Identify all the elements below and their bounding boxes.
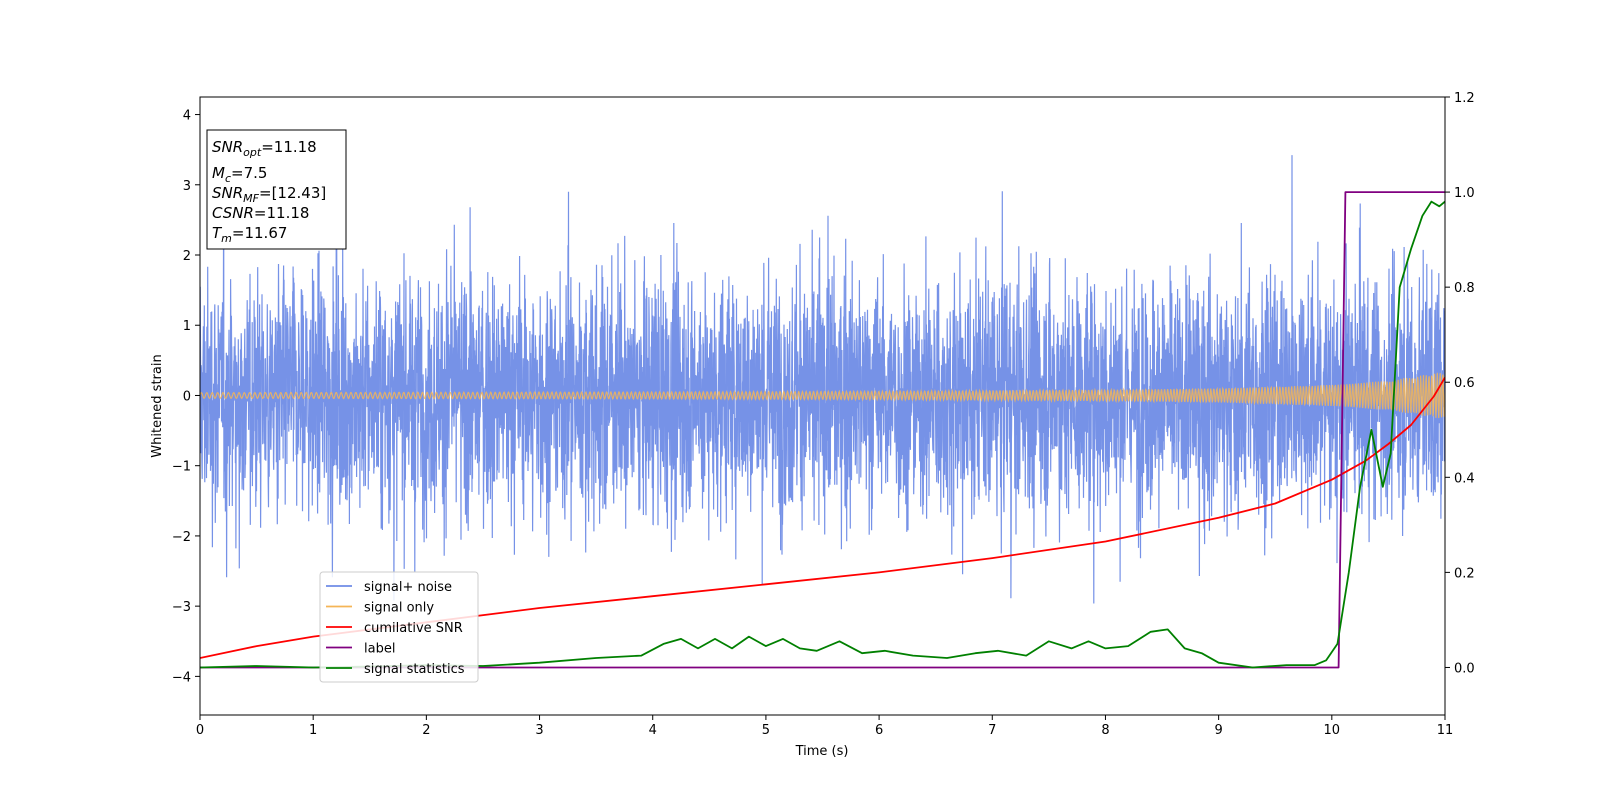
annotation-tm: Tm=11.67 [212,224,287,245]
legend-label-label: label [364,642,395,657]
y-axis-right: 1.2 1.0 0.8 0.6 0.4 0.2 0.0 [1445,91,1475,676]
x-tick-label: 4 [649,723,657,738]
x-tick-label: 9 [1214,723,1222,738]
x-tick-label: 3 [535,723,543,738]
x-tick-label: 11 [1437,723,1454,738]
x-axis: 0 1 2 3 4 5 6 7 8 9 10 11 [196,715,1453,738]
y-tick-label: 4 [183,109,191,124]
annotation-snr-opt: SNRopt=11.18 [212,138,317,159]
y2-tick-label: 0.2 [1454,566,1475,581]
y-tick-label: 0 [183,389,191,404]
y2-tick-label: 0.4 [1454,471,1475,486]
series-label-line [200,191,1445,669]
y-axis-label: Whitened strain [150,354,165,457]
y-tick-label: 1 [183,319,191,334]
annotation-csnr: CSNR=11.18 [212,204,309,222]
y-axis-left: 4 3 2 1 0 −1 −2 −3 −4 [172,109,200,685]
legend-label-signal-only: signal only [364,601,434,616]
legend-label-signal-statistics: signal statistics [364,662,465,677]
y2-tick-label: 0.0 [1454,661,1475,676]
legend-label-cumilative-snr: cumilative SNR [364,621,463,636]
x-tick-label: 5 [762,723,770,738]
parameter-annotation-box: SNRopt=11.18 Mc=7.5 SNRMF=[12.43] CSNR=1… [206,129,347,250]
legend-frame [319,571,479,683]
y2-tick-label: 0.8 [1454,281,1475,296]
y2-tick-label: 1.2 [1454,91,1475,106]
y-tick-label: −4 [172,670,191,685]
x-tick-label: 2 [422,723,430,738]
x-tick-label: 8 [1101,723,1109,738]
annotation-snr-mf: SNRMF=[12.43] [212,184,326,205]
x-axis-label: Time (s) [795,744,849,759]
x-tick-label: 0 [196,723,204,738]
y-tick-label: 3 [183,179,191,194]
y2-tick-label: 1.0 [1454,186,1475,201]
x-tick-label: 6 [875,723,883,738]
annotation-mc: Mc=7.5 [212,164,267,185]
y-tick-label: −3 [172,600,191,615]
legend-label-signal-noise: signal+ noise [364,580,452,595]
y-tick-label: 2 [183,249,191,264]
legend: signal+ noise signal only cumilative SNR la… [319,571,479,683]
signal-only-line [200,372,1445,419]
y2-tick-label: 0.6 [1454,376,1475,391]
signal-noise-line [200,155,1445,604]
legend-entries: signal+ noise signal only cumilative SNR la… [326,580,465,677]
x-tick-label: 7 [988,723,996,738]
series-signal-statistics-line [200,200,1445,669]
x-tick-label: 10 [1324,723,1341,738]
x-tick-label: 1 [309,723,317,738]
series-signal-only [200,372,1445,419]
y-tick-label: −1 [172,460,191,475]
plot-frame [199,96,1446,716]
series-signal-noise [200,155,1445,604]
y-tick-label: −2 [172,530,191,545]
annotation-frame [206,129,347,250]
